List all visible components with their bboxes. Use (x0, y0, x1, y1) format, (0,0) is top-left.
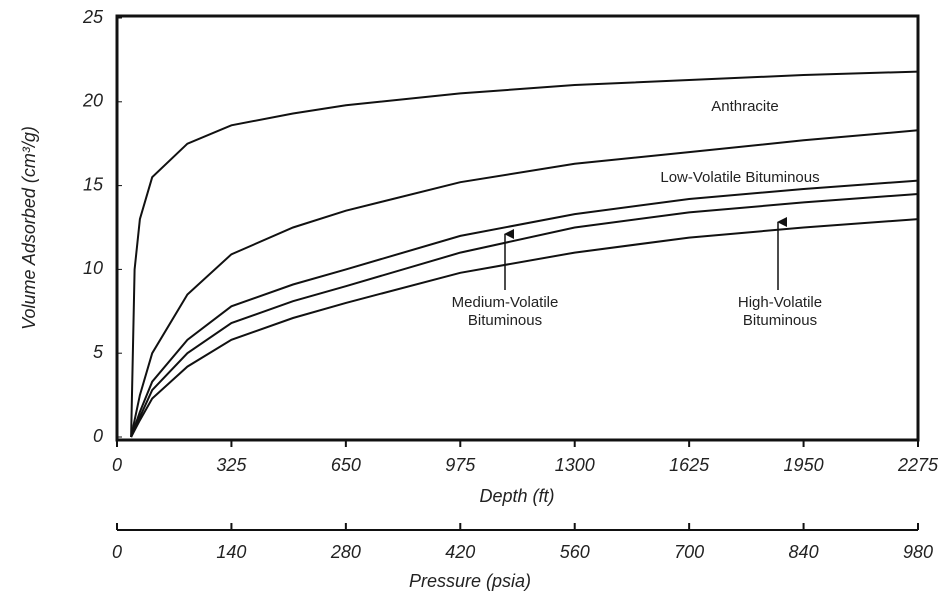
y-tick-label: 20 (82, 91, 103, 111)
y-tick-label: 15 (83, 174, 104, 194)
x-tick-label: 2275 (897, 455, 939, 475)
curve-label-box: Anthracite (655, 98, 835, 138)
x-tick-label: 0 (112, 455, 122, 475)
curve-label: Low-Volatile Bituminous (590, 169, 890, 187)
x-tick-label: 325 (216, 455, 247, 475)
x2-tick-label: 420 (445, 542, 475, 562)
curve-label-box: Medium-Volatile Bituminous (410, 294, 600, 334)
y-tick-label: 5 (93, 342, 104, 362)
curve-label: Anthracite (655, 98, 835, 116)
y-tick-label: 10 (83, 258, 103, 278)
x2-tick-label: 560 (560, 542, 590, 562)
y-tick-label: 25 (82, 7, 104, 27)
curve-label-box: Low-Volatile Bituminous (590, 169, 890, 209)
chart: Depth (ft) Pressure (psia) Volume Adsorb… (0, 0, 951, 596)
x2-tick-label: 980 (903, 542, 933, 562)
x-tick-label: 650 (331, 455, 361, 475)
curve-label: High-Volatile Bituminous (715, 294, 845, 330)
x-tick-label: 1950 (784, 455, 824, 475)
x-tick-label: 1625 (669, 455, 710, 475)
x-axis-title: Depth (ft) (479, 486, 554, 506)
curve-label: Medium-Volatile Bituminous (440, 294, 570, 330)
x2-tick-label: 0 (112, 542, 122, 562)
x2-tick-label: 140 (216, 542, 246, 562)
x2-tick-label: 700 (674, 542, 704, 562)
x-tick-label: 975 (445, 455, 476, 475)
y-tick-label: 0 (93, 426, 103, 446)
curve-label-box: High-Volatile Bituminous (690, 294, 870, 334)
y-axis-title: Volume Adsorbed (cm³/g) (19, 126, 39, 330)
x2-tick-label: 280 (330, 542, 361, 562)
x-tick-label: 1300 (555, 455, 595, 475)
x2-tick-label: 840 (789, 542, 819, 562)
x2-axis-title: Pressure (psia) (409, 571, 531, 591)
